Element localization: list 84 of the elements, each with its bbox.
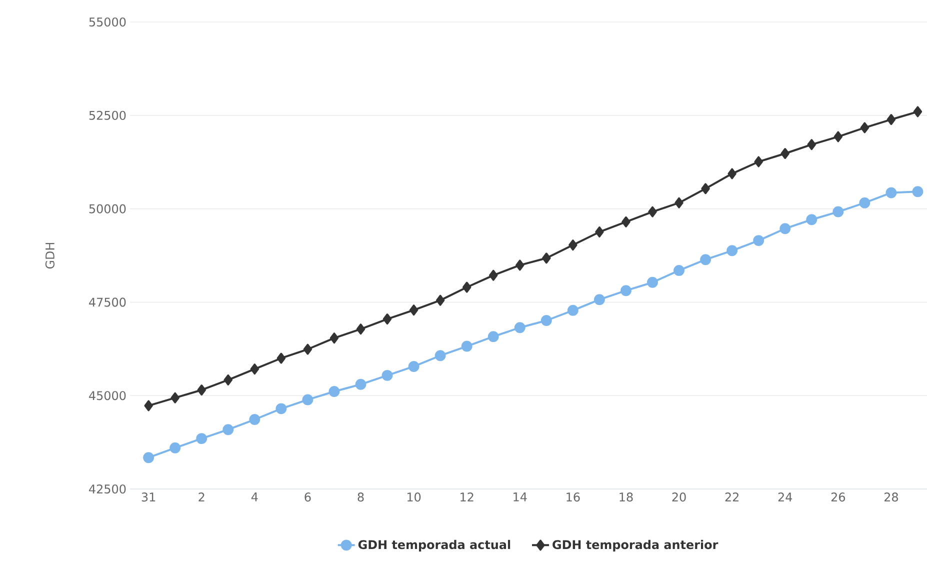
point [409,304,418,316]
point [542,252,551,264]
x-tick-label: 16 [566,492,580,502]
y-tick-label: 45000 [89,391,126,400]
y-tick-label: 42500 [89,484,126,494]
point [728,168,736,180]
point [726,245,738,256]
point [886,114,896,125]
point [461,340,472,352]
point [834,131,843,142]
point [622,216,630,228]
y-tick-label: 50000 [89,204,126,214]
point [912,186,924,198]
point [780,223,791,234]
y-axis-title: GDH [45,242,54,269]
point [674,197,684,208]
x-tick-label: 24 [778,492,792,502]
point [302,394,314,406]
point [170,442,181,454]
point [567,304,578,316]
y-tick-label: 47500 [89,298,126,307]
point [170,392,180,404]
x-tick-label: 28 [884,492,898,502]
point [330,332,339,344]
point [276,352,286,364]
y-tick-label: 52500 [89,110,126,120]
point [674,264,685,276]
x-tick-label: 14 [514,492,527,502]
point [913,106,922,118]
point [224,374,232,386]
point [197,384,206,396]
point [303,344,312,355]
point [382,370,393,381]
x-tick-label: 20 [672,492,686,502]
point [753,235,764,246]
x-tick-label: 26 [831,492,846,502]
point [806,214,818,226]
point [859,197,870,208]
point [514,322,526,334]
x-tick-label: 22 [725,492,738,502]
point [249,414,260,425]
x-tick-label: 10 [408,492,421,502]
point [780,148,790,159]
point [434,350,446,362]
point [250,364,260,375]
point [595,226,604,238]
x-tick-label: 31 [142,492,156,502]
point [647,276,658,288]
legend-label: GDH temporada anterior [552,540,718,552]
point [382,314,392,324]
point [408,360,420,372]
point [276,403,287,414]
point [488,331,499,342]
point [754,156,763,168]
point [196,433,208,444]
x-tick-label: 4 [251,492,258,502]
point [568,240,578,251]
x-tick-label: 12 [460,492,474,502]
point [143,452,154,464]
point [489,270,498,281]
point [648,206,657,218]
point [594,294,605,306]
point [700,254,712,266]
x-tick-label: 8 [358,492,364,502]
point [462,282,472,293]
point [701,183,710,194]
point [355,378,366,390]
legend-label: GDH temporada actual [358,540,510,552]
y-tick-label: 55000 [89,17,126,27]
x-tick-label: 2 [198,492,204,502]
point [436,294,445,306]
point [860,122,870,134]
point [807,139,816,150]
point [620,285,632,296]
point [832,206,844,218]
point [356,324,366,335]
point [516,260,524,271]
x-tick-label: 6 [304,492,311,502]
x-tick-label: 18 [620,492,633,502]
point [328,386,340,397]
point [886,187,897,198]
point [222,424,234,436]
point [540,315,552,326]
point [144,400,153,412]
